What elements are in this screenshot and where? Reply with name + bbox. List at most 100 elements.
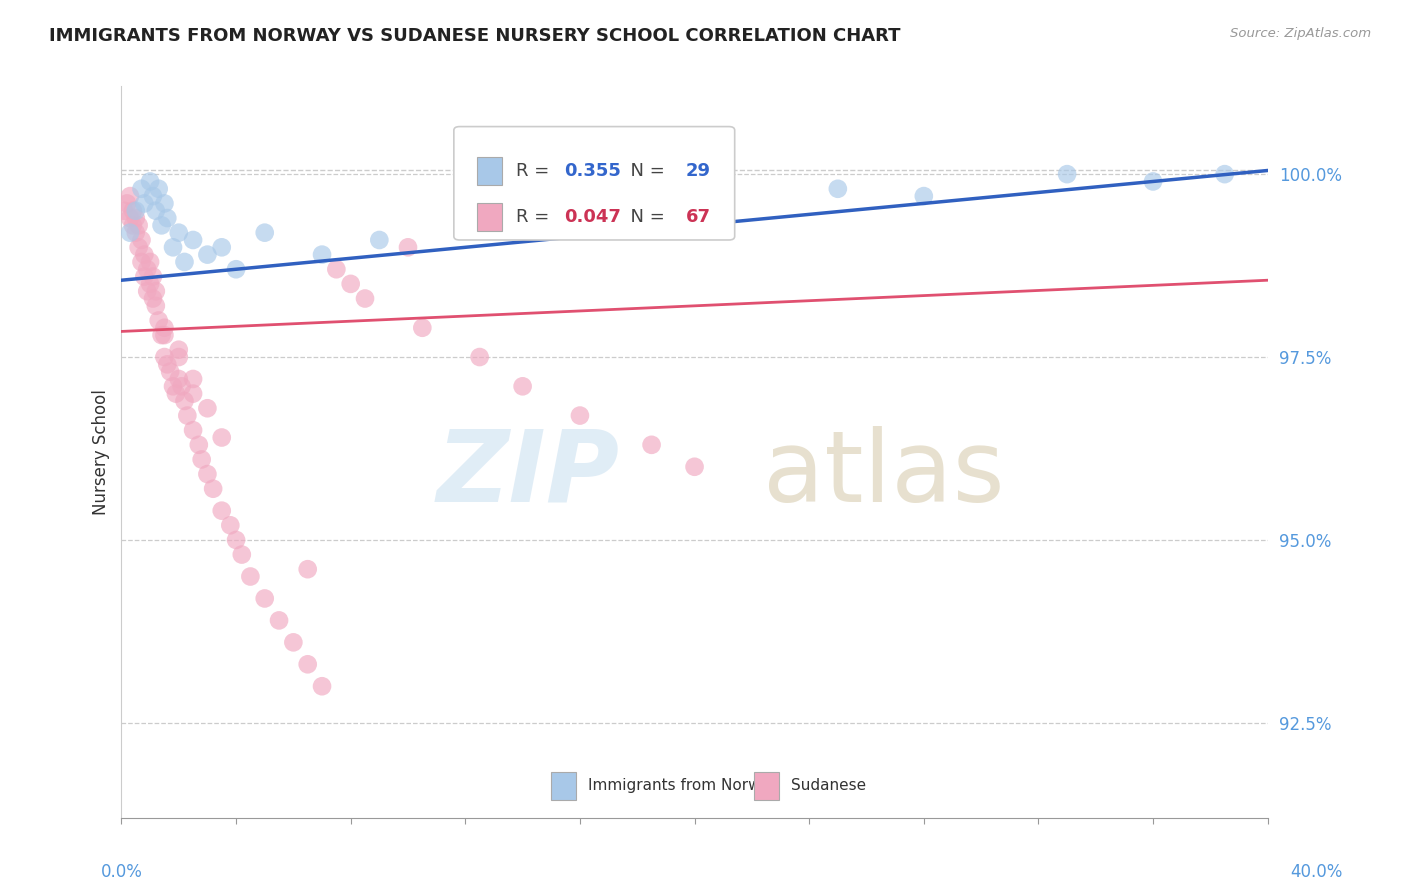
- Point: [683, 196, 706, 211]
- Point: [568, 409, 591, 423]
- Point: [512, 379, 534, 393]
- Point: [115, 196, 138, 211]
- Point: [190, 452, 212, 467]
- Text: N =: N =: [619, 208, 671, 227]
- Point: [311, 679, 333, 693]
- Text: N =: N =: [619, 161, 671, 179]
- Point: [283, 635, 305, 649]
- Point: [354, 292, 377, 306]
- Point: [142, 269, 165, 284]
- Text: 40.0%: 40.0%: [1291, 863, 1343, 880]
- Point: [167, 350, 190, 364]
- Point: [136, 262, 159, 277]
- Point: [165, 386, 187, 401]
- Point: [225, 262, 247, 277]
- Text: atlas: atlas: [763, 425, 1005, 523]
- Text: R =: R =: [516, 161, 555, 179]
- Point: [640, 438, 662, 452]
- Text: ZIP: ZIP: [437, 425, 620, 523]
- Point: [148, 182, 170, 196]
- Point: [139, 277, 162, 291]
- Point: [122, 203, 145, 218]
- Point: [153, 350, 176, 364]
- Text: Sudanese: Sudanese: [790, 778, 866, 793]
- FancyBboxPatch shape: [454, 127, 735, 240]
- Point: [181, 233, 204, 247]
- Point: [136, 284, 159, 298]
- Point: [118, 211, 141, 225]
- Point: [125, 226, 148, 240]
- Point: [118, 189, 141, 203]
- Point: [225, 533, 247, 547]
- Point: [148, 313, 170, 327]
- Point: [156, 211, 179, 225]
- Point: [167, 226, 190, 240]
- Y-axis label: Nursery School: Nursery School: [93, 389, 110, 515]
- Point: [187, 438, 209, 452]
- Point: [173, 393, 195, 408]
- Point: [912, 189, 935, 203]
- Point: [827, 182, 849, 196]
- Bar: [754, 772, 779, 799]
- Point: [253, 591, 276, 606]
- Point: [122, 219, 145, 233]
- Point: [118, 226, 141, 240]
- Point: [202, 482, 225, 496]
- Text: 29: 29: [685, 161, 710, 179]
- Point: [131, 255, 153, 269]
- Point: [153, 196, 176, 211]
- Point: [145, 299, 167, 313]
- Point: [253, 226, 276, 240]
- Point: [159, 365, 181, 379]
- Point: [411, 320, 433, 334]
- Point: [297, 657, 319, 672]
- Point: [142, 189, 165, 203]
- Point: [1142, 174, 1164, 188]
- Point: [134, 269, 156, 284]
- Point: [683, 459, 706, 474]
- Point: [396, 240, 419, 254]
- Text: 0.355: 0.355: [564, 161, 621, 179]
- Point: [131, 233, 153, 247]
- Point: [150, 328, 173, 343]
- Point: [368, 233, 391, 247]
- Point: [173, 255, 195, 269]
- Point: [297, 562, 319, 576]
- Point: [1056, 167, 1078, 181]
- Point: [197, 247, 219, 261]
- Point: [231, 548, 253, 562]
- Point: [181, 423, 204, 437]
- Point: [139, 174, 162, 188]
- Point: [134, 247, 156, 261]
- Point: [125, 203, 148, 218]
- Point: [128, 219, 150, 233]
- Point: [311, 247, 333, 261]
- Point: [181, 372, 204, 386]
- Point: [211, 240, 233, 254]
- Point: [176, 409, 198, 423]
- Point: [142, 292, 165, 306]
- Point: [162, 240, 184, 254]
- Point: [1213, 167, 1236, 181]
- Point: [454, 203, 477, 218]
- Bar: [477, 203, 502, 231]
- Point: [150, 219, 173, 233]
- Point: [134, 196, 156, 211]
- Point: [468, 350, 491, 364]
- Bar: [477, 156, 502, 185]
- Point: [339, 277, 361, 291]
- Point: [197, 467, 219, 481]
- Point: [167, 343, 190, 357]
- Text: Source: ZipAtlas.com: Source: ZipAtlas.com: [1230, 27, 1371, 40]
- Text: R =: R =: [516, 208, 555, 227]
- Point: [156, 357, 179, 371]
- Point: [197, 401, 219, 416]
- Text: 0.047: 0.047: [564, 208, 621, 227]
- Bar: [551, 772, 576, 799]
- Text: 67: 67: [685, 208, 710, 227]
- Point: [211, 430, 233, 444]
- Point: [540, 219, 562, 233]
- Text: Immigrants from Norway: Immigrants from Norway: [588, 778, 779, 793]
- Point: [131, 182, 153, 196]
- Point: [170, 379, 193, 393]
